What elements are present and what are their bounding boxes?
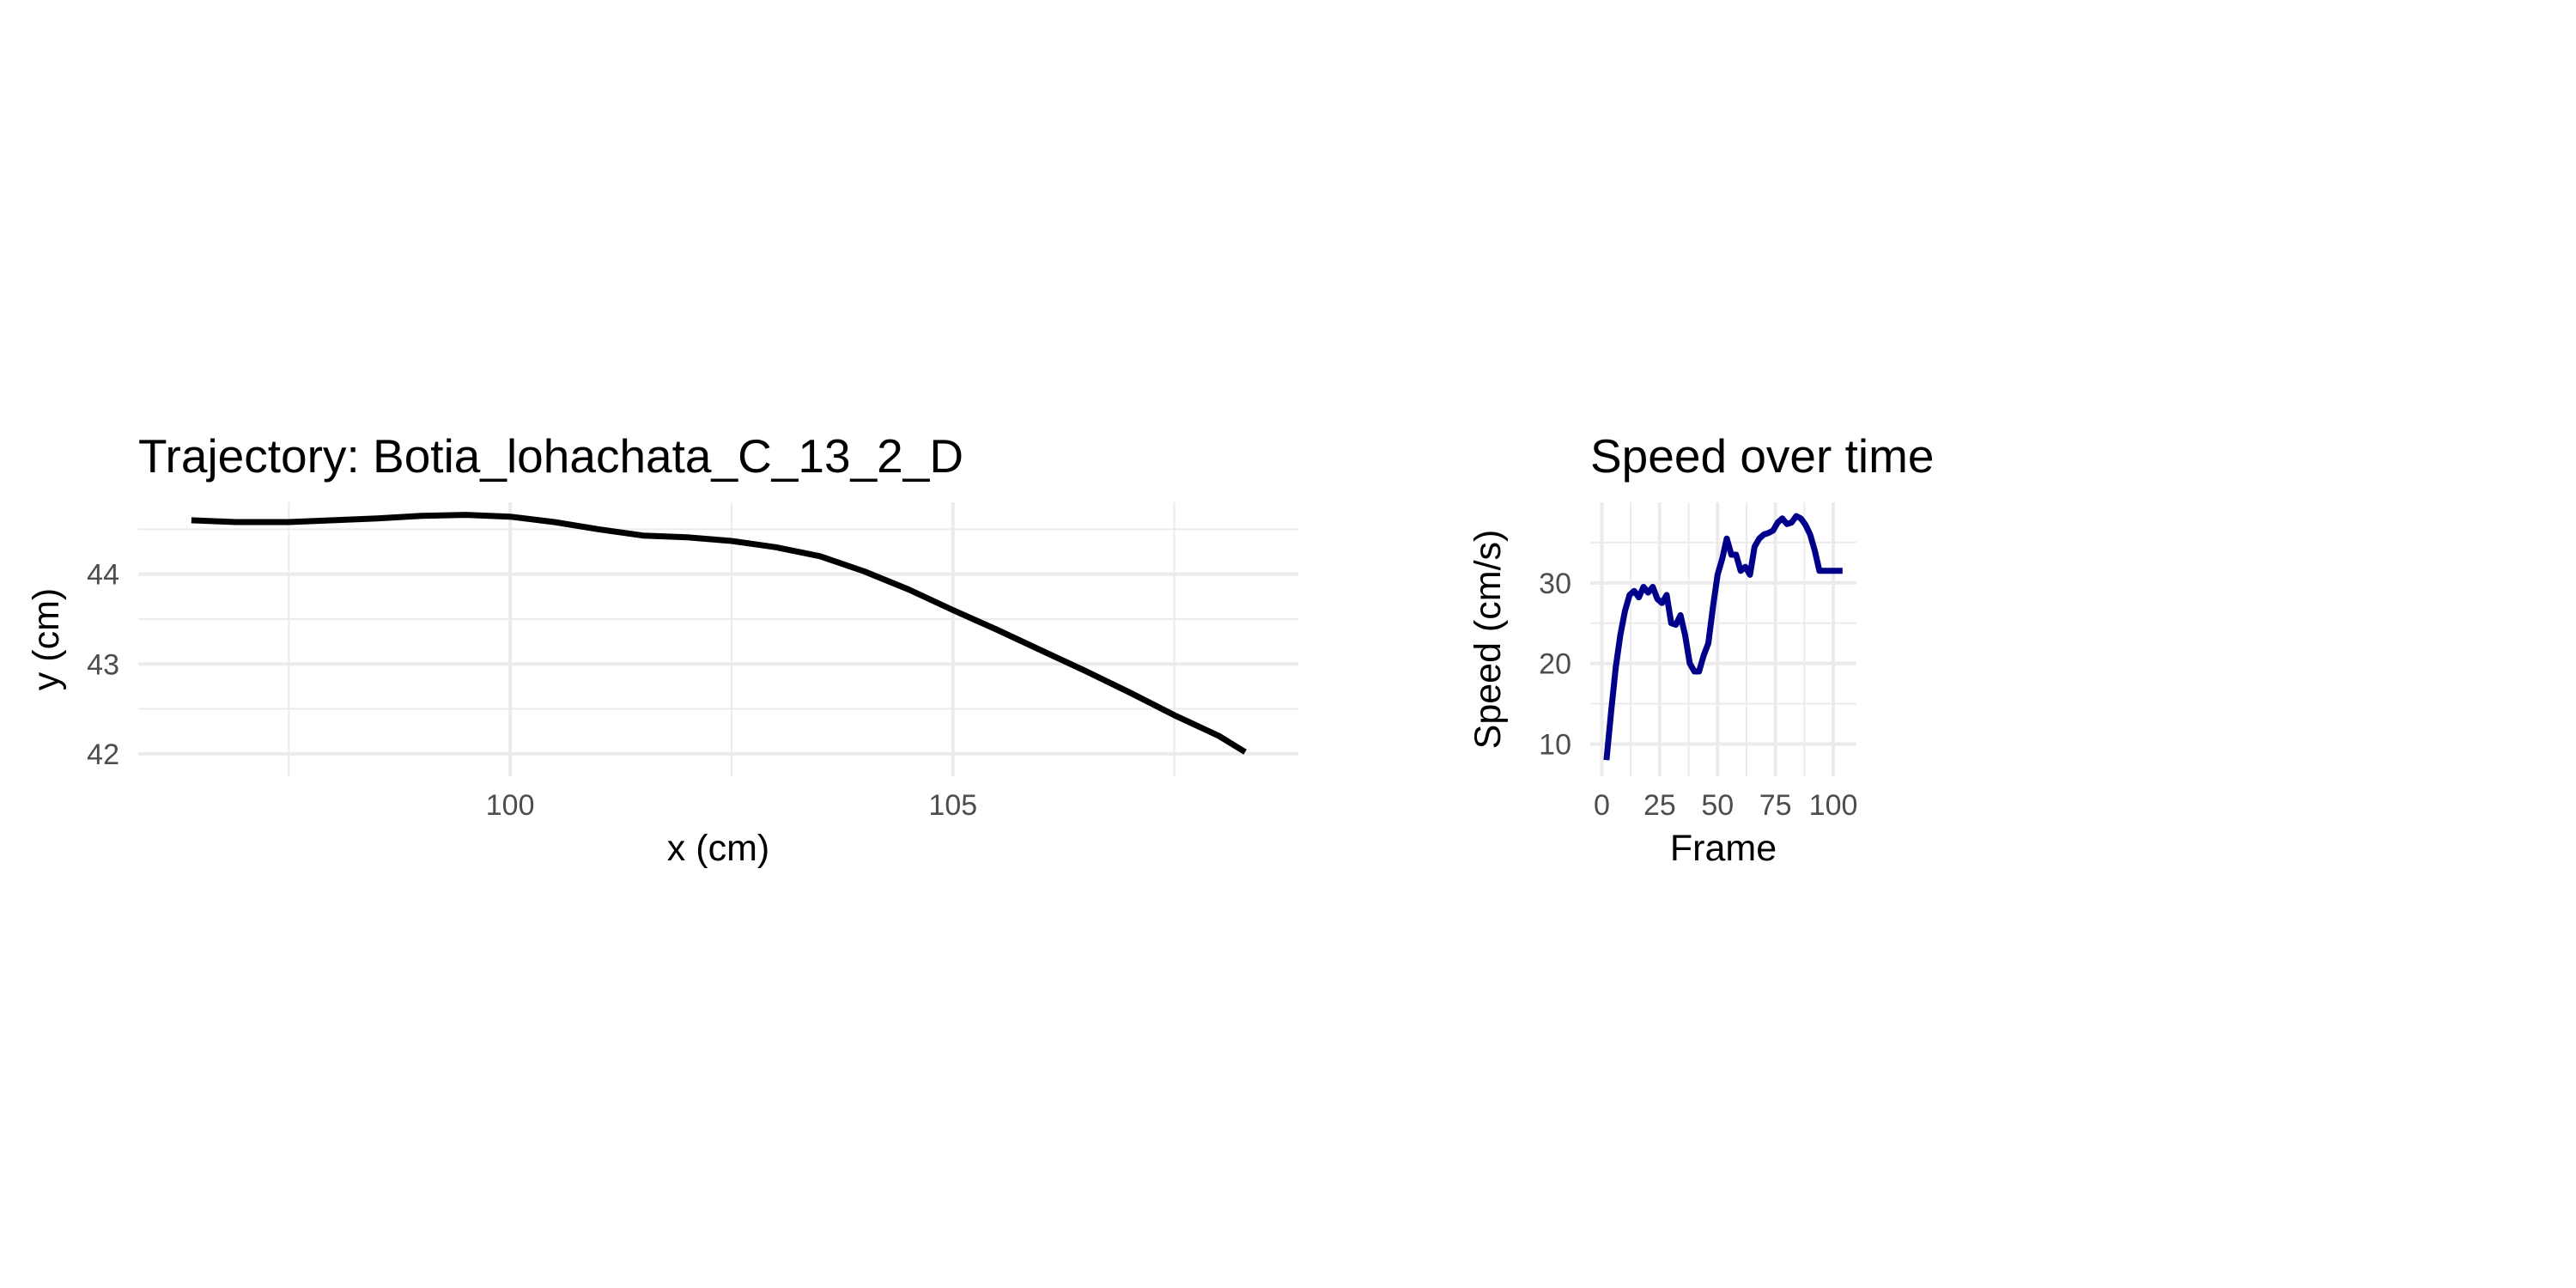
x-tick-label: 0 — [1594, 789, 1610, 822]
y-tick-label: 30 — [1539, 568, 1571, 600]
x-tick-label: 50 — [1701, 789, 1734, 822]
y-tick-label: 44 — [87, 559, 119, 592]
y-axis-title: Speed (cm/s) — [1467, 530, 1509, 750]
x-tick-label: 105 — [928, 789, 977, 822]
chart-title: Speed over time — [1590, 429, 1935, 483]
x-tick-label: 100 — [1809, 789, 1858, 822]
y-tick-label: 20 — [1539, 648, 1571, 681]
series-line-speed — [1603, 513, 1843, 761]
y-tick-label: 42 — [87, 738, 119, 771]
y-tick-label: 43 — [87, 648, 119, 681]
x-axis-title: x (cm) — [667, 828, 769, 869]
trajectory-panel: 100 105 42 43 44 Trajectory: Botia_lohachata_… — [26, 429, 1298, 869]
y-tick-label: 10 — [1539, 728, 1571, 761]
series-line-trajectory — [191, 512, 1247, 755]
y-axis-title: y (cm) — [26, 588, 67, 690]
x-tick-label: 75 — [1759, 789, 1792, 822]
x-axis-title: Frame — [1670, 828, 1777, 869]
speed-panel: 0 25 50 75 100 10 20 30 Speed over time Frame Spee… — [1467, 429, 1935, 869]
x-tick-label: 25 — [1643, 789, 1676, 822]
chart-title: Trajectory: Botia_lohachata_C_13_2_D — [138, 429, 963, 483]
x-tick-label: 100 — [486, 789, 535, 822]
